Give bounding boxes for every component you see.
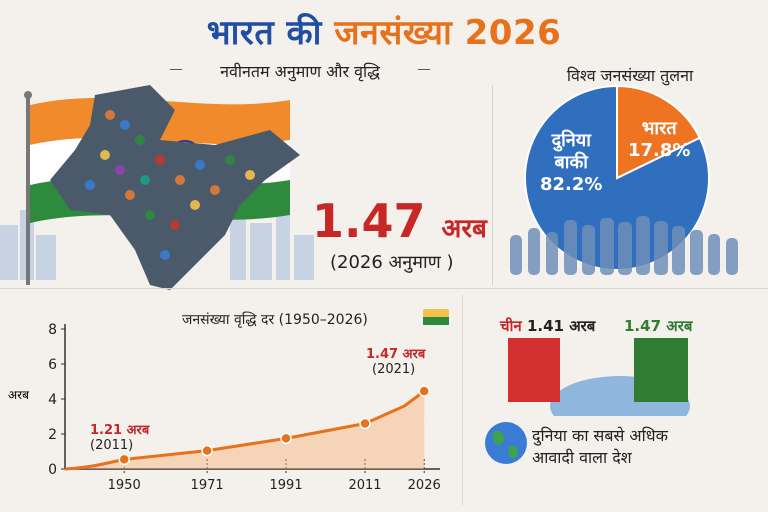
page-title: भारत की जनसंख्या 2026 <box>0 8 768 54</box>
y-tick-label: 2 <box>48 427 57 443</box>
x-tick-label: 1950 <box>108 478 141 493</box>
china-bar <box>508 338 560 402</box>
annotation-2021: 1.47 अरब (2021) <box>366 344 425 377</box>
headline-population: 1.47 अरब <box>312 194 487 248</box>
globe-icon <box>485 422 527 464</box>
annotation-2011: 1.21 अरब (2011) <box>90 420 149 453</box>
pie-label-rest-line1: दुनिया <box>551 130 591 151</box>
globe-caption: दुनिया का सबसे अधिक आवादी वाला देश <box>532 425 668 469</box>
pie-title: विश्व जनसंख्या तुलना <box>566 66 694 85</box>
data-point-1991 <box>280 432 292 445</box>
pie-label-india-line1: भारत <box>641 118 677 139</box>
y-tick-label: 4 <box>48 392 57 408</box>
pie-label-rest-percent: 82.2% <box>540 174 603 195</box>
india-map-crowd <box>50 85 300 290</box>
india-bar <box>634 338 688 402</box>
annotation-2021-note: (2021) <box>372 362 416 377</box>
headline-note: (2026 अनुमाण ) <box>330 252 454 273</box>
y-axis-label: अरब <box>8 388 29 402</box>
panel-divider <box>492 85 493 285</box>
comparison-bars <box>508 338 690 416</box>
title-part2: जनसंख्या 2026 <box>334 13 562 53</box>
series-area <box>65 391 425 469</box>
lower-divider <box>462 295 463 505</box>
line-chart: 0 2 4 6 8 1950 1971 1991 2011 2026 <box>48 309 449 493</box>
x-tick-label: 1971 <box>191 478 224 493</box>
line-axes: 0 2 4 6 8 1950 1971 1991 2011 2026 <box>48 322 441 493</box>
y-tick-label: 6 <box>48 357 57 373</box>
pie-chart <box>510 84 738 275</box>
pie-slice-1 <box>616 84 702 180</box>
data-point-2011 <box>359 417 371 430</box>
pie-label-india-percent: 17.8% <box>628 140 691 161</box>
globe-caption-line2: आवादी वाला देश <box>532 448 632 467</box>
y-tick-label: 0 <box>48 462 57 478</box>
globe-caption-line1: दुनिया का सबसे अधिक <box>532 426 668 445</box>
india-compare-label: 1.47 अरब <box>624 317 693 335</box>
title-part1: भारत की <box>206 13 322 53</box>
headline-value: 1.47 <box>312 194 426 248</box>
crowd-dots <box>85 110 255 260</box>
pie-label-rest: दुनिया बाकी 82.2% <box>540 130 602 196</box>
subtitle: नवीनतम अनुमाण और वृद्धि <box>220 62 380 81</box>
x-tick-label: 2011 <box>348 478 381 493</box>
data-point-2026 <box>418 385 430 397</box>
india-illustration <box>0 85 314 290</box>
china-label: चीन 1.41 अरब <box>500 316 595 336</box>
data-point-1950 <box>118 453 130 466</box>
pie-label-india: भारत 17.8% <box>628 118 690 162</box>
subtitle-rule-right <box>418 69 430 70</box>
china-name: चीन <box>500 317 522 335</box>
annotation-2011-note: (2011) <box>90 438 134 453</box>
headline-unit: अरब <box>441 214 487 244</box>
china-value: 1.41 अरब <box>526 317 596 335</box>
subtitle-rule-left <box>170 69 182 70</box>
annotation-2021-value: 1.47 अरब <box>366 347 426 362</box>
horizontal-divider <box>0 288 768 289</box>
pie-label-rest-line2: बाकी <box>554 152 588 173</box>
line-chart-title: जनसंख्या वृद्धि दर (1950–2026) <box>182 312 368 328</box>
line-marks <box>64 385 430 471</box>
x-tick-label: 1991 <box>270 478 303 493</box>
y-tick-label: 8 <box>48 322 57 338</box>
annotation-2011-value: 1.21 अरब <box>90 423 150 438</box>
x-tick-label: 2026 <box>408 478 441 493</box>
data-point-1971 <box>201 444 213 457</box>
crowd-silhouettes <box>510 216 738 275</box>
series-line <box>64 389 426 471</box>
